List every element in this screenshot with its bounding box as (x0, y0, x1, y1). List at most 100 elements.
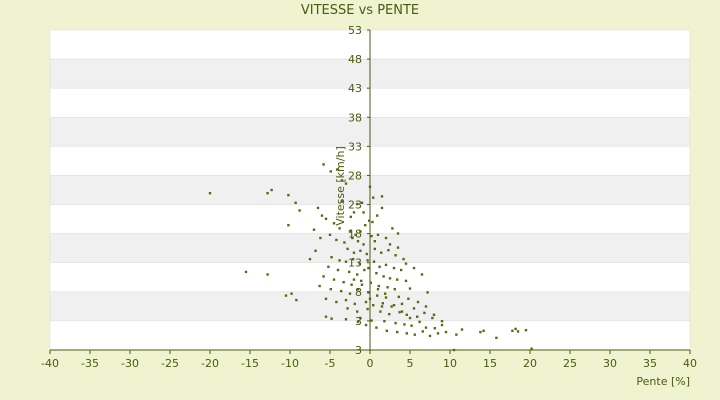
data-point (364, 224, 367, 227)
data-point (479, 330, 482, 334)
data-point (346, 307, 349, 310)
data-point (394, 254, 397, 257)
data-point (495, 336, 498, 340)
x-tick-label: -40 (41, 357, 59, 370)
data-point (371, 220, 374, 224)
data-point (410, 324, 413, 327)
x-tick-label: 25 (563, 357, 577, 370)
data-point (380, 195, 384, 198)
y-tick-label: 8 (355, 286, 362, 299)
data-point (432, 313, 436, 316)
data-point (380, 305, 384, 308)
data-point (329, 288, 332, 291)
x-axis-label: Pente [%] (636, 375, 690, 388)
data-point (290, 292, 293, 295)
data-point (383, 320, 386, 323)
data-point (394, 321, 397, 325)
data-point (356, 310, 359, 313)
data-point (387, 248, 390, 252)
data-point (393, 288, 396, 291)
data-point (376, 294, 379, 297)
data-point (384, 236, 388, 240)
data-point (360, 279, 363, 283)
data-point (373, 240, 376, 243)
y-tick-label: 28 (348, 169, 362, 182)
data-point (358, 262, 361, 265)
data-point (353, 302, 356, 306)
data-point (287, 224, 290, 227)
y-tick-label: 33 (348, 140, 362, 153)
data-point (400, 268, 403, 272)
data-point (329, 170, 332, 173)
data-point (400, 310, 404, 313)
data-point (423, 311, 426, 315)
data-point (316, 206, 320, 210)
data-point (392, 304, 396, 307)
data-point (348, 270, 351, 274)
data-point (352, 251, 356, 254)
data-point (376, 288, 380, 291)
data-point (426, 291, 429, 294)
data-point (295, 298, 298, 302)
y-tick-label: 3 (355, 315, 362, 328)
data-point (356, 202, 359, 206)
data-point (352, 211, 356, 214)
data-point (385, 329, 388, 332)
data-point (421, 330, 424, 333)
data-point (368, 185, 372, 188)
data-point (444, 330, 448, 334)
data-point (372, 196, 375, 199)
data-point (366, 259, 369, 262)
data-point (340, 200, 344, 203)
data-point (352, 257, 355, 261)
data-point (388, 312, 391, 316)
data-point (405, 332, 408, 335)
data-point (356, 320, 360, 324)
data-point (524, 328, 528, 332)
x-tick-label: 20 (523, 357, 537, 370)
data-point (420, 273, 424, 276)
data-point (287, 193, 290, 197)
data-point (364, 300, 368, 304)
data-point (343, 241, 346, 244)
data-points (208, 163, 533, 352)
data-point (370, 319, 373, 322)
x-tick-label: -20 (201, 357, 219, 370)
data-point (375, 272, 378, 275)
data-point (340, 289, 343, 293)
y-tick-label: 13 (348, 257, 362, 270)
data-point (327, 265, 330, 268)
data-point (404, 279, 408, 283)
data-point (375, 326, 378, 329)
data-point (380, 251, 383, 254)
data-point (460, 328, 464, 331)
data-point (396, 330, 399, 334)
data-point (348, 230, 352, 233)
data-point (284, 294, 288, 297)
data-point (335, 238, 338, 242)
data-point (400, 302, 404, 306)
data-point (312, 228, 316, 231)
data-point (405, 313, 408, 316)
data-point (356, 288, 360, 291)
x-tick-label: 30 (603, 357, 617, 370)
data-point (403, 323, 406, 326)
data-point (370, 234, 373, 238)
y-axis-label: Vitesse [km/h] (334, 146, 347, 226)
data-point (336, 168, 339, 171)
x-tick-label: 40 (683, 357, 697, 370)
data-point (418, 320, 421, 324)
data-point (424, 326, 428, 329)
data-point (298, 209, 301, 212)
data-point (362, 211, 365, 214)
data-point (294, 201, 297, 204)
data-point (455, 333, 458, 336)
data-point (359, 230, 362, 233)
data-point (440, 323, 444, 327)
data-point (330, 317, 333, 320)
data-point (388, 243, 392, 246)
data-point (391, 227, 394, 230)
data-point (482, 329, 485, 332)
data-point (514, 327, 517, 331)
data-point (359, 316, 362, 320)
